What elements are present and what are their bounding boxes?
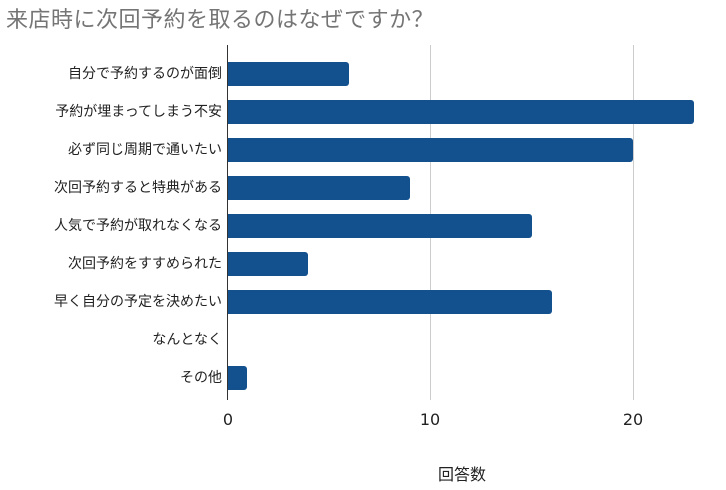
category-label: 自分で予約するのが面倒 <box>68 66 222 82</box>
category-label: その他 <box>180 370 222 386</box>
bar[interactable] <box>228 290 552 314</box>
bar[interactable] <box>228 138 633 162</box>
category-label: 人気で予約が取れなくなる <box>54 218 222 234</box>
category-label: 次回予約をすすめられた <box>68 256 222 272</box>
category-label: 必ず同じ周期で通いたい <box>68 142 222 158</box>
x-tick-10: 10 <box>419 410 441 429</box>
chart-title: 来店時に次回予約を取るのはなぜですか？ <box>6 8 435 33</box>
category-label: 予約が埋まってしまう不安 <box>55 104 222 120</box>
y-axis-line <box>227 45 228 400</box>
category-label: 早く自分の予定を決めたい <box>54 294 222 310</box>
gridline-20 <box>633 45 634 400</box>
bar[interactable] <box>228 100 694 124</box>
x-axis-title: 回答数 <box>437 465 487 484</box>
x-tick-0: 0 <box>222 410 234 429</box>
bar[interactable] <box>228 252 309 276</box>
bar[interactable] <box>228 176 410 200</box>
category-label: 次回予約すると特典がある <box>54 180 222 196</box>
bar[interactable] <box>228 366 248 390</box>
x-tick-20: 20 <box>622 410 644 429</box>
category-label: なんとなく <box>152 332 222 348</box>
bar[interactable] <box>228 214 532 238</box>
bar[interactable] <box>228 62 349 86</box>
